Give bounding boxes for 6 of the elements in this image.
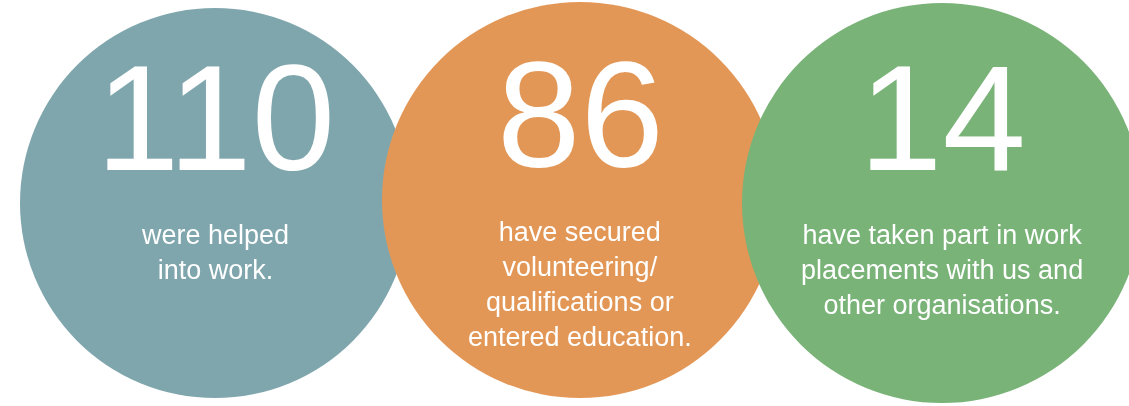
category-label: were helped into work. (141, 220, 290, 286)
data-label: 14 (859, 34, 1026, 202)
data-label: 86 (497, 31, 664, 199)
data-label: 110 (96, 34, 336, 202)
category-label: have taken part in work placements with us and other organisations. (801, 220, 1084, 321)
category-label: have secured volunteering/ qualifications or entered education. (468, 217, 692, 353)
